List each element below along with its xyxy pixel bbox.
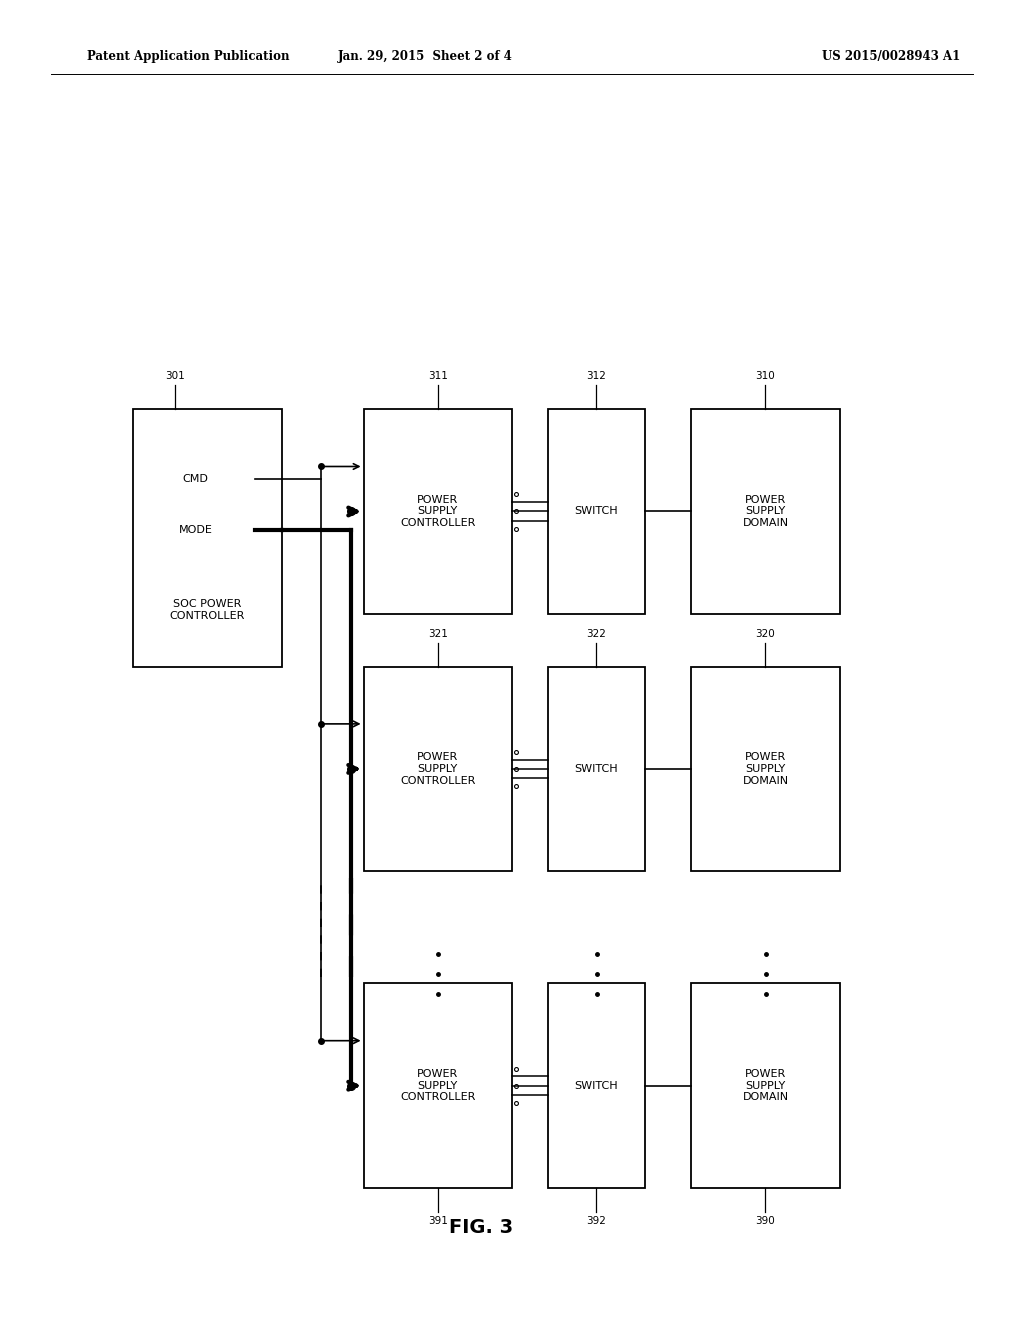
Bar: [364, 667, 512, 871]
Text: 390: 390: [756, 1216, 775, 1226]
Bar: [548, 667, 645, 871]
Text: 301: 301: [165, 371, 184, 381]
Bar: [364, 409, 512, 614]
Text: POWER
SUPPLY
DOMAIN: POWER SUPPLY DOMAIN: [742, 752, 788, 785]
Bar: [691, 667, 840, 871]
Bar: [691, 409, 840, 614]
Text: POWER
SUPPLY
CONTROLLER: POWER SUPPLY CONTROLLER: [400, 495, 475, 528]
Text: 391: 391: [428, 1216, 447, 1226]
Text: 320: 320: [756, 628, 775, 639]
Text: SWITCH: SWITCH: [574, 764, 618, 774]
Bar: [133, 409, 282, 667]
Text: MODE: MODE: [178, 525, 212, 535]
Text: SWITCH: SWITCH: [574, 507, 618, 516]
Text: Jan. 29, 2015  Sheet 2 of 4: Jan. 29, 2015 Sheet 2 of 4: [338, 50, 512, 63]
Text: POWER
SUPPLY
CONTROLLER: POWER SUPPLY CONTROLLER: [400, 752, 475, 785]
Text: POWER
SUPPLY
CONTROLLER: POWER SUPPLY CONTROLLER: [400, 1069, 475, 1102]
Text: SWITCH: SWITCH: [574, 1081, 618, 1090]
Bar: [691, 983, 840, 1188]
Text: POWER
SUPPLY
DOMAIN: POWER SUPPLY DOMAIN: [742, 495, 788, 528]
Text: FIG. 3: FIG. 3: [450, 1218, 513, 1237]
Text: Patent Application Publication: Patent Application Publication: [87, 50, 290, 63]
Text: 321: 321: [428, 628, 447, 639]
Text: 311: 311: [428, 371, 447, 381]
Text: 312: 312: [587, 371, 606, 381]
Bar: [364, 983, 512, 1188]
Text: 322: 322: [587, 628, 606, 639]
Text: POWER
SUPPLY
DOMAIN: POWER SUPPLY DOMAIN: [742, 1069, 788, 1102]
Text: SOC POWER
CONTROLLER: SOC POWER CONTROLLER: [170, 599, 245, 620]
Text: US 2015/0028943 A1: US 2015/0028943 A1: [821, 50, 961, 63]
Text: CMD: CMD: [182, 474, 209, 483]
Bar: [548, 409, 645, 614]
Text: 392: 392: [587, 1216, 606, 1226]
Text: 310: 310: [756, 371, 775, 381]
Bar: [548, 983, 645, 1188]
